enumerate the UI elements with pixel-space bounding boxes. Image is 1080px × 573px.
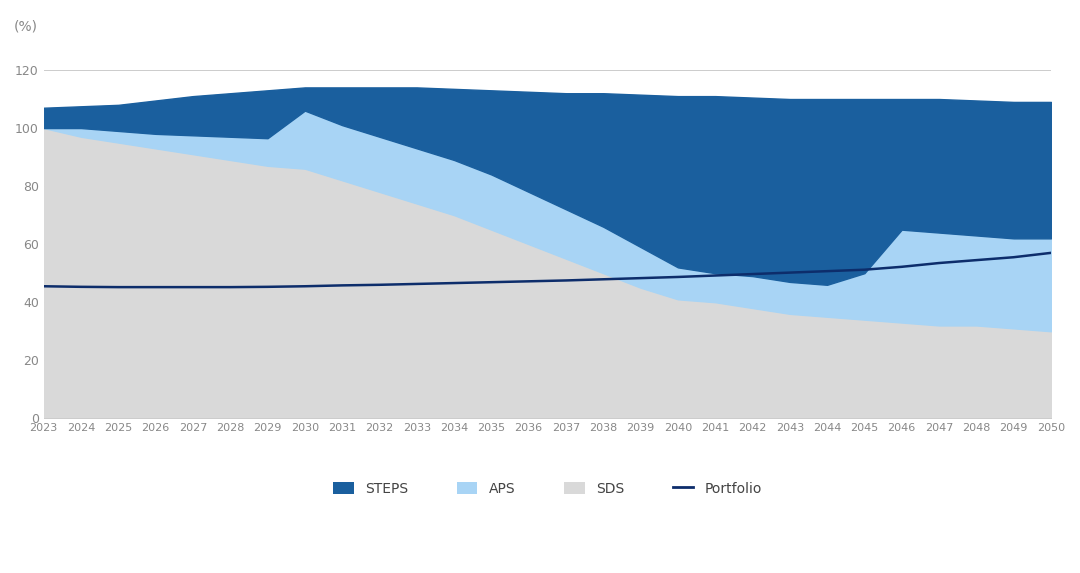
Text: (%): (%) (14, 19, 38, 34)
Legend: STEPS, APS, SDS, Portfolio: STEPS, APS, SDS, Portfolio (327, 476, 768, 501)
